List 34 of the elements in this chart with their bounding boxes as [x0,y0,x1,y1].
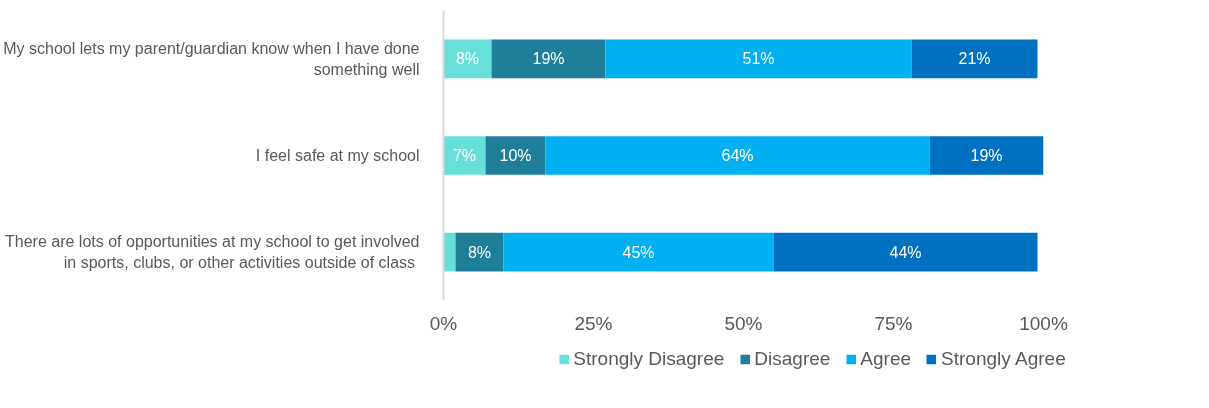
bar [491,39,606,79]
data-label: 45% [622,243,655,261]
y-tick-label: I feel safe at my school [255,147,420,164]
data-label: 10% [499,147,532,164]
x-tick-label: 50% [724,312,763,334]
bar [455,232,504,272]
bar [929,136,1044,175]
bar [443,232,456,272]
bar [605,39,912,79]
data-label: 44% [889,243,922,261]
legend-label: Agree [860,348,912,370]
legend-label: Strongly Disagree [573,348,725,370]
legend-label: Strongly Agree [941,348,1066,370]
y-tick-label: There are lots of opportunities at my school to get involved in sports, clubs, or other activities outside of class [5,233,420,271]
x-tick-label: 100% [1019,312,1068,334]
data-label: 8% [455,50,480,68]
data-label: 7% [452,147,477,164]
bar [485,136,546,175]
bar [911,39,1038,79]
data-label: 21% [958,50,991,68]
data-label: 19% [532,50,565,68]
data-label: 19% [970,147,1003,164]
x-tick-label: 25% [574,312,613,334]
legend-label: Disagree [754,348,831,370]
data-label: 8% [467,243,492,261]
x-tick-label: 75% [874,312,913,334]
bar [773,232,1038,272]
y-tick-label: My school lets my parent/guardian know when I have done something well [3,40,420,78]
data-label: 64% [721,147,754,164]
bar [443,136,486,175]
x-tick-label: 0% [429,312,458,334]
bar [545,136,930,175]
data-label: 51% [742,50,775,68]
bar [503,232,774,272]
